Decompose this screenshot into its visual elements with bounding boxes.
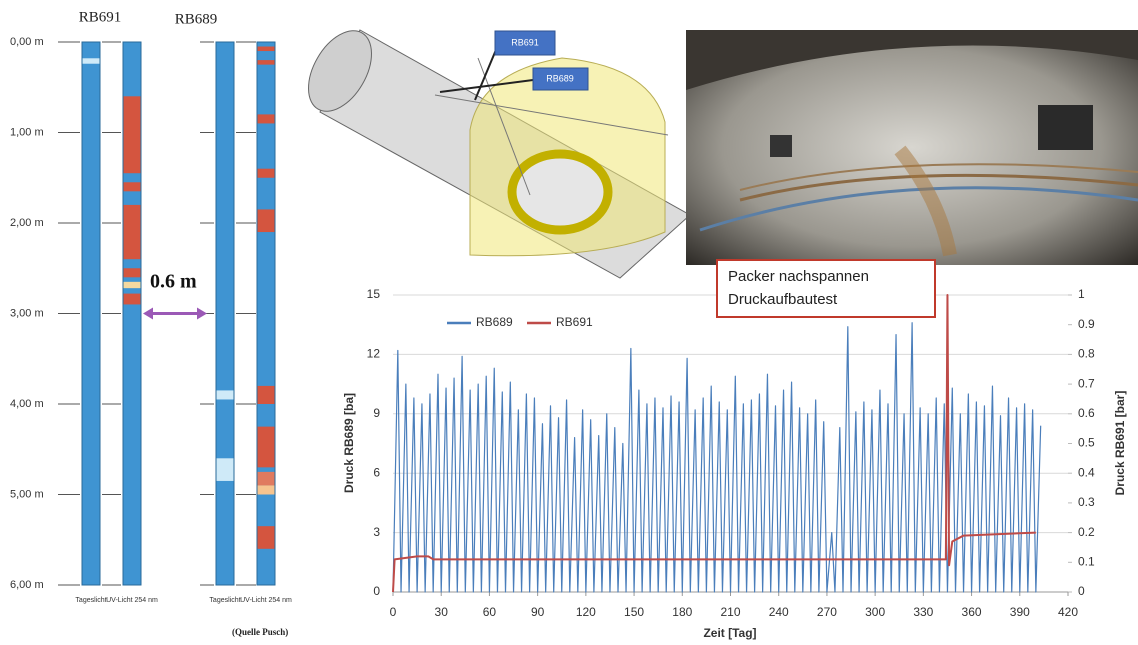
x-tick-label: 390: [1010, 605, 1030, 619]
column: [216, 42, 234, 585]
tunnel-diagram: RB691 RB689: [295, 20, 690, 278]
y2-tick-label: 0.1: [1078, 554, 1095, 568]
y2-tick-label: 0.6: [1078, 406, 1095, 420]
layer: [258, 114, 275, 123]
layer: [258, 209, 275, 232]
x-tick-label: 60: [483, 605, 497, 619]
borehole-log: 0,00 m 1,00 m 2,00 m 3,00 m 4,00 m 5,00 m 6,00…: [10, 9, 292, 637]
series-line: [393, 295, 1036, 592]
layer: [217, 390, 234, 399]
layer: [124, 282, 141, 288]
column-label: Tageslicht: [75, 597, 106, 604]
depth-label: 4,00 m: [10, 398, 44, 410]
y2-tick-label: 0.8: [1078, 347, 1095, 361]
layer: [124, 182, 141, 191]
x-tick-label: 210: [720, 605, 740, 619]
column-label: UV-Licht 254 nm: [106, 597, 158, 604]
y2-tick-label: 0.9: [1078, 317, 1095, 331]
layer: [258, 169, 275, 178]
layer: [258, 427, 275, 468]
x-tick-label: 0: [390, 605, 397, 619]
layer: [258, 386, 275, 404]
y-axis-title: Druck RB689 [ba]: [342, 393, 356, 493]
annotation-text: Druckaufbautest: [728, 291, 838, 308]
layer: [124, 294, 141, 305]
y-tick-label: 12: [367, 347, 381, 361]
y2-tick-label: 0.3: [1078, 495, 1095, 509]
borehole-name: RB691: [79, 9, 122, 25]
column-label: Tageslicht: [209, 597, 240, 604]
y2-tick-label: 0.5: [1078, 436, 1095, 450]
layer: [258, 60, 275, 65]
photo: [686, 30, 1138, 265]
legend-label: RB689: [476, 315, 513, 329]
column: [82, 42, 100, 585]
layer: [258, 47, 275, 52]
depth-label: 5,00 m: [10, 488, 44, 500]
x-tick-label: 150: [624, 605, 644, 619]
diagram-label: RB691: [511, 37, 539, 47]
y-tick-label: 3: [373, 525, 380, 539]
x-tick-label: 270: [817, 605, 837, 619]
depth-label: 0,00 m: [10, 36, 44, 48]
y-tick-label: 0: [373, 584, 380, 598]
source-label: (Quelle Pusch): [232, 627, 288, 637]
figure: 0,00 m 1,00 m 2,00 m 3,00 m 4,00 m 5,00 m 6,00…: [0, 0, 1138, 645]
y-tick-label: 6: [373, 465, 380, 479]
layer: [83, 58, 100, 63]
y2-tick-label: 0: [1078, 584, 1085, 598]
x-tick-label: 180: [672, 605, 692, 619]
layer: [258, 526, 275, 549]
x-tick-label: 420: [1058, 605, 1078, 619]
layer: [258, 472, 275, 486]
x-axis-title: Zeit [Tag]: [703, 626, 756, 640]
x-tick-label: 120: [576, 605, 596, 619]
x-tick-label: 30: [435, 605, 449, 619]
annotation-text: Packer nachspannen: [728, 268, 869, 285]
y2-tick-label: 0.2: [1078, 525, 1095, 539]
y2-tick-label: 0.7: [1078, 376, 1095, 390]
legend-label: RB691: [556, 315, 593, 329]
y-tick-label: 9: [373, 406, 380, 420]
offset-label: 0.6 m: [150, 271, 197, 293]
photo-box: [770, 135, 792, 157]
layer: [258, 485, 275, 494]
x-tick-label: 240: [769, 605, 789, 619]
depth-label: 2,00 m: [10, 217, 44, 229]
depth-label: 3,00 m: [10, 307, 44, 319]
x-tick-label: 90: [531, 605, 545, 619]
layer: [217, 458, 234, 481]
diagram-label: RB689: [546, 73, 574, 83]
layer: [124, 96, 141, 173]
y2-tick-label: 1: [1078, 287, 1085, 301]
column-label: UV-Licht 254 nm: [240, 597, 292, 604]
x-tick-label: 330: [913, 605, 933, 619]
y2-tick-label: 0.4: [1078, 465, 1095, 479]
depth-label: 6,00 m: [10, 579, 44, 591]
x-tick-label: 360: [962, 605, 982, 619]
y2-axis-title: Druck RB691 [bar]: [1113, 391, 1127, 496]
borehole-name: RB689: [175, 11, 218, 27]
y-tick-label: 15: [367, 287, 381, 301]
depth-label: 1,00 m: [10, 126, 44, 138]
series-line: [393, 323, 1041, 592]
layer: [124, 205, 141, 259]
layer: [124, 268, 141, 277]
photo-box: [1038, 105, 1093, 150]
x-tick-label: 300: [865, 605, 885, 619]
drift-ring: [512, 154, 608, 230]
